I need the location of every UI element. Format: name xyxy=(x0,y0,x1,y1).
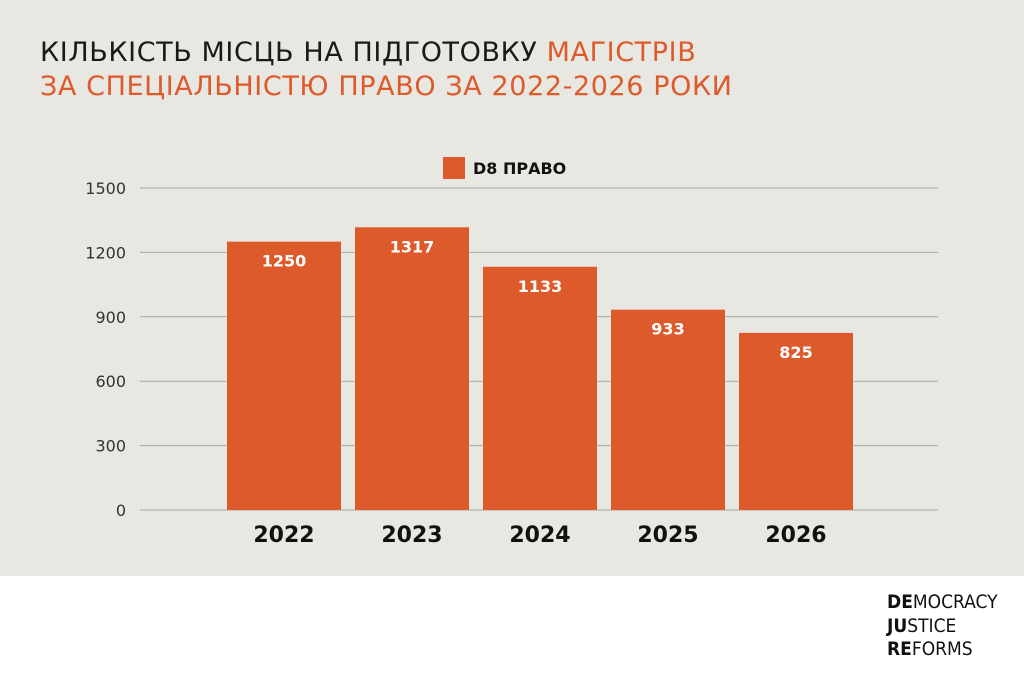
bar xyxy=(483,266,597,510)
bar-value-label: 933 xyxy=(651,320,684,339)
bar xyxy=(355,227,469,510)
bar-value-label: 1317 xyxy=(390,237,435,256)
chart-title: Кількість місць на підготовку магістрів … xyxy=(40,36,1000,104)
y-tick-label: 300 xyxy=(95,437,126,456)
bar xyxy=(739,332,853,510)
y-tick-label: 0 xyxy=(116,501,126,520)
x-tick-label: 2023 xyxy=(381,523,442,548)
legend-label: D8 ПРАВО xyxy=(473,158,567,178)
x-tick-label: 2024 xyxy=(509,523,570,548)
x-tick-label: 2026 xyxy=(765,523,826,548)
bar-chart: 0 300 600 900 1200 1500 1250 2022 1317 2023 1133 20… xyxy=(85,179,938,548)
bar-value-label: 1250 xyxy=(262,252,307,271)
legend-swatch xyxy=(443,157,465,179)
y-tick-label: 600 xyxy=(95,372,126,391)
title-accent-text: магістрів xyxy=(546,37,697,68)
title-line-1: Кількість місць на підготовку магістрів xyxy=(40,36,1000,70)
chart-legend: D8 ПРАВО xyxy=(443,156,566,180)
title-line-2: за спеціальністю право за 2022-2026 роки xyxy=(40,71,733,102)
x-tick-label: 2022 xyxy=(253,523,314,548)
dejure-logo: DEMOCRACY JUSTICE REFORMS xyxy=(887,591,998,660)
y-tick-label: 1200 xyxy=(85,243,126,262)
bar-value-label: 1133 xyxy=(518,277,563,296)
bar xyxy=(227,241,341,510)
chart-card: Кількість місць на підготовку магістрів … xyxy=(0,0,1024,576)
bar xyxy=(611,309,725,510)
title-dark-text: Кількість місць на підготовку xyxy=(40,37,547,68)
bar-value-label: 825 xyxy=(779,343,812,362)
x-tick-label: 2025 xyxy=(637,523,698,548)
y-tick-label: 1500 xyxy=(85,179,126,198)
y-tick-label: 900 xyxy=(95,308,126,327)
